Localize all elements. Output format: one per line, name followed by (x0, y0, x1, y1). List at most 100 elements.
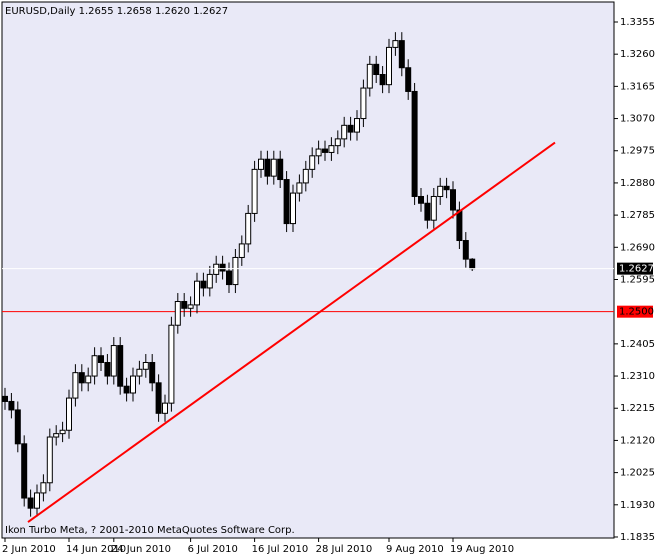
candle-body (168, 324, 175, 404)
candle-body (53, 433, 60, 438)
candle-body (130, 375, 136, 394)
candle-body (315, 148, 322, 157)
bid-label: 1.2627 (619, 264, 654, 275)
y-tick-label: 1.2975 (620, 146, 655, 157)
candle-body (110, 345, 117, 377)
candle-body (142, 361, 149, 370)
y-tick-label: 1.2025 (620, 468, 655, 479)
candle-body (443, 185, 450, 191)
candle-body (219, 263, 226, 272)
candle-body (277, 158, 284, 181)
candle-body (258, 158, 264, 170)
candle-body (14, 409, 21, 445)
candle-body (2, 395, 8, 402)
candle-body (21, 443, 28, 499)
candle-body (398, 40, 405, 69)
candle-body (98, 355, 104, 363)
hline-label: 1.2500 (619, 307, 654, 318)
y-tick-label: 1.3260 (620, 49, 655, 60)
candle-body (181, 301, 188, 309)
candle-body (123, 385, 130, 394)
candle-body (226, 270, 232, 286)
y-tick-label: 1.2310 (620, 371, 655, 382)
candle-body (309, 155, 316, 170)
y-tick-label: 1.2880 (620, 178, 655, 189)
y-tick-label: 1.1835 (620, 532, 655, 543)
candle-body (302, 168, 309, 184)
candle-body (430, 195, 437, 221)
y-tick-label: 1.2405 (620, 339, 655, 350)
x-tick-label: 6 Jul 2010 (188, 544, 238, 555)
candle-body (264, 158, 271, 177)
x-tick-label: 16 Jul 2010 (252, 544, 309, 555)
candle-body (392, 40, 399, 48)
candle-body (469, 258, 476, 270)
y-tick-label: 1.2215 (620, 403, 655, 414)
candle-body (411, 90, 418, 197)
candle-body (456, 209, 463, 242)
footer: Ikon Turbo Meta, ? 2001-2010 MetaQuotes … (5, 525, 295, 536)
candle-body (200, 280, 207, 289)
y-tick-label: 1.3355 (620, 17, 655, 28)
candle-body (206, 273, 213, 289)
candle-body (341, 124, 348, 140)
candle-body (418, 195, 424, 204)
y-tick-label: 1.1930 (620, 500, 655, 511)
x-tick-label: 14 Jun 2010 (66, 544, 126, 555)
y-tick-label: 1.3070 (620, 114, 655, 125)
x-tick-label: 9 Aug 2010 (386, 544, 444, 555)
candle-body (373, 63, 380, 76)
candle-body (366, 63, 373, 89)
candle-body (72, 372, 79, 399)
candle-body (117, 345, 124, 387)
candle-body (238, 243, 245, 258)
x-tick-label: 24 Jun 2010 (111, 544, 171, 555)
candle-body (46, 436, 53, 484)
candle-body (322, 148, 328, 153)
candle-body (104, 361, 111, 377)
candle-body (296, 182, 303, 194)
trendline (27, 141, 556, 523)
candle-body (85, 375, 92, 384)
candle-body (462, 240, 469, 260)
candle-body (149, 361, 156, 384)
candle-body (379, 74, 386, 86)
y-tick-label: 1.3165 (620, 81, 655, 92)
candle-body (91, 355, 98, 377)
candle-body (405, 67, 412, 92)
candle-body (40, 482, 47, 494)
candle-body (450, 189, 456, 211)
candle-body (162, 402, 168, 414)
candle-body (34, 492, 40, 509)
y-tick-label: 1.2785 (620, 210, 655, 221)
x-tick-label: 28 Jul 2010 (316, 544, 373, 555)
candle-body (245, 212, 252, 245)
candle-body (174, 301, 181, 326)
candle-body (347, 124, 354, 133)
y-tick-label: 1.2595 (620, 274, 655, 285)
candle-body (251, 168, 258, 214)
candle-body (213, 263, 220, 275)
candle-body (334, 138, 341, 147)
bid-label-bg (617, 262, 653, 275)
x-tick-label: 2 Jun 2010 (2, 544, 56, 555)
candle-body (8, 400, 15, 411)
candle-body (360, 87, 367, 120)
candle-body (136, 368, 143, 377)
candle-body (270, 158, 277, 177)
candle-body (386, 46, 392, 86)
chart-title: EURUSD,Daily 1.2655 1.2658 1.2620 1.2627 (5, 6, 228, 17)
candle-body (232, 256, 239, 286)
candle-body (27, 497, 34, 509)
candle-body (283, 179, 290, 225)
marks (2, 32, 614, 523)
candle-body (354, 118, 360, 133)
plot-area (1, 1, 615, 539)
candle-body (194, 280, 200, 306)
candle-body (437, 185, 444, 197)
candle-body (78, 372, 85, 384)
x-tick-label: 19 Aug 2010 (450, 544, 514, 555)
candle-body (66, 397, 72, 431)
